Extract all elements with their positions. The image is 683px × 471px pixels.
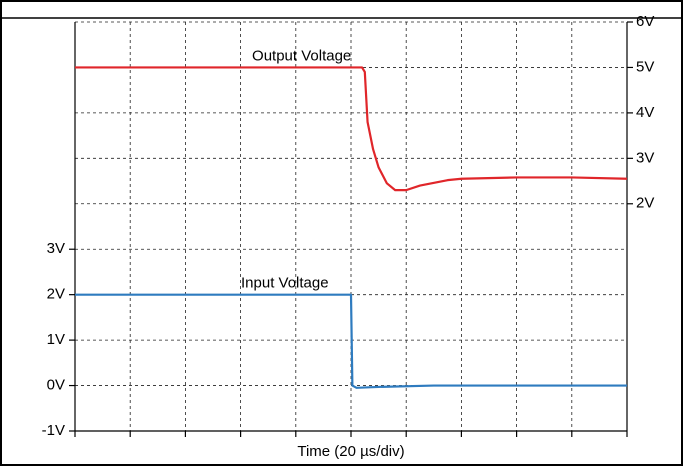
series-label: Input Voltage bbox=[241, 275, 329, 292]
y2-tick-label: 4V bbox=[636, 104, 654, 121]
series-line bbox=[75, 66, 628, 192]
y-tick-label: 0V bbox=[47, 377, 65, 394]
y-tick-label: 3V bbox=[47, 240, 65, 257]
y2-tick-label: 5V bbox=[636, 58, 654, 75]
series-line bbox=[75, 293, 627, 389]
y2-tick-label: 3V bbox=[636, 149, 654, 166]
y2-tick-label: 2V bbox=[636, 195, 654, 212]
x-axis-label: Time (20 µs/div) bbox=[297, 443, 404, 460]
y-tick-label: 2V bbox=[47, 286, 65, 303]
y-tick-label: 1V bbox=[47, 331, 65, 348]
y2-tick-label: 6V bbox=[636, 13, 654, 30]
y-tick-label: -1V bbox=[42, 422, 65, 439]
series-label: Output Voltage bbox=[252, 47, 351, 64]
